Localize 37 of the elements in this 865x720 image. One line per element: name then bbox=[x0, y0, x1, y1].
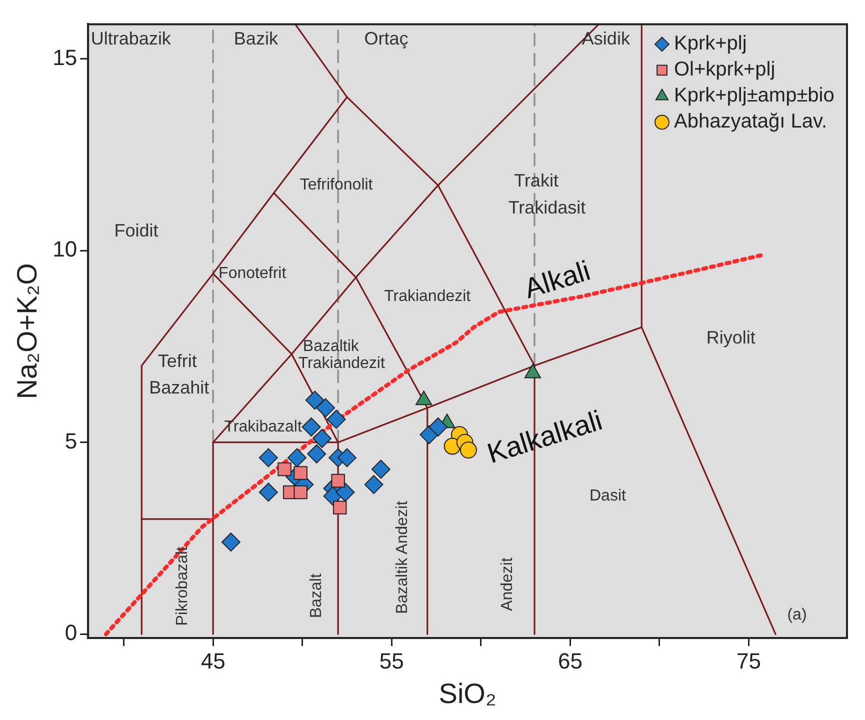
annotation: Bazalt bbox=[308, 573, 326, 618]
annotation: Trakibazalt bbox=[224, 418, 302, 436]
annotation: Asidik bbox=[582, 28, 631, 49]
y-axis-title: Na₂O+K₂O bbox=[12, 263, 43, 400]
annotation: Alkali bbox=[520, 254, 594, 304]
y-tick-label: 15 bbox=[52, 44, 78, 70]
y-tick-label: 10 bbox=[52, 236, 78, 262]
annotation: Trakit bbox=[514, 170, 558, 190]
annotation: Foidit bbox=[114, 220, 158, 240]
annotation: Bazahit bbox=[149, 378, 210, 398]
x-tick-label: 55 bbox=[379, 648, 404, 674]
annotation: Riyolit bbox=[706, 328, 756, 348]
legend-label: Abhazyatağı Lav. bbox=[674, 110, 828, 133]
annotation: Andezit bbox=[499, 557, 516, 611]
annotation: Trakidasit bbox=[508, 197, 586, 218]
y-tick-label: 0 bbox=[64, 620, 78, 646]
x-tick-label: 45 bbox=[200, 648, 226, 674]
y-tick-label: 5 bbox=[64, 428, 78, 454]
x-tick-label: 65 bbox=[558, 648, 582, 674]
annotation: Bazaltik bbox=[302, 338, 360, 355]
annotation: Fonotefrit bbox=[218, 264, 287, 282]
annotation: Ortaç bbox=[364, 28, 408, 49]
annotation: Tefrifonolit bbox=[300, 176, 374, 194]
annotation: Bazik bbox=[234, 28, 279, 49]
x-axis-title: SiO₂ bbox=[438, 678, 496, 709]
annotation: Tefrit bbox=[158, 350, 197, 371]
annotation: Pikrobazalt bbox=[174, 546, 192, 626]
annotation: Trakiandezit bbox=[298, 355, 386, 372]
annotation: Bazaltik Andezit bbox=[394, 500, 411, 614]
annotation: (a) bbox=[787, 606, 807, 624]
annotation: Trakiandezit bbox=[384, 288, 472, 305]
x-tick-label: 75 bbox=[736, 648, 762, 674]
annotation: Ultrabazik bbox=[90, 28, 172, 49]
legend-label: Ol+kprk+plj bbox=[674, 58, 776, 81]
annotation: Dasit bbox=[589, 487, 626, 504]
legend-label: Kprk+plj±amp±bio bbox=[674, 84, 834, 107]
legend-label: Kprk+plj bbox=[674, 32, 747, 55]
